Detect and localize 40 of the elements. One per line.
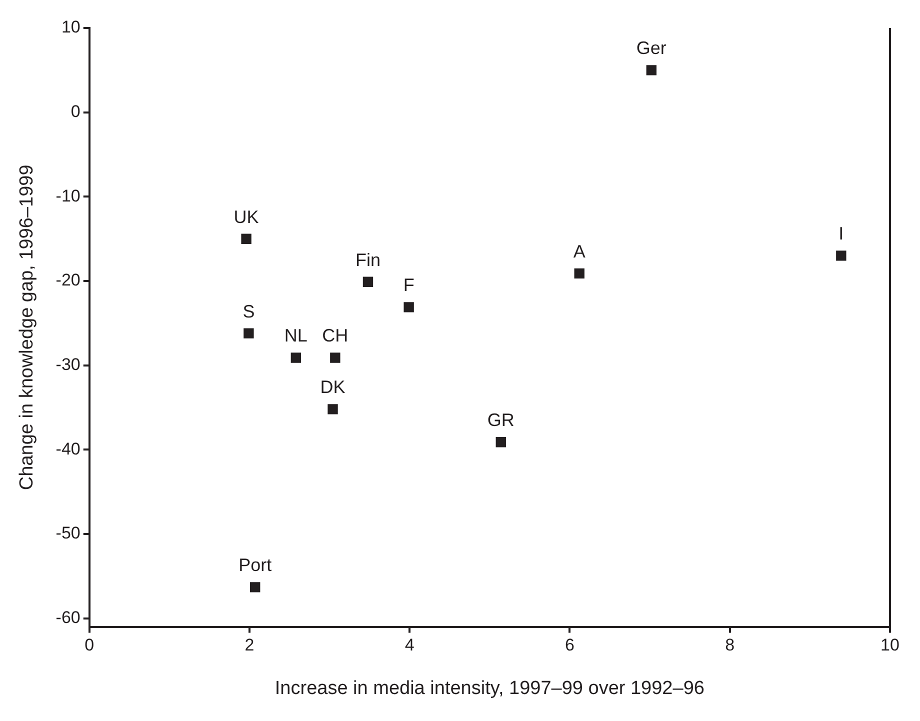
- y-tick-label: -10: [56, 186, 80, 206]
- point: [646, 65, 657, 76]
- annotation: CH: [322, 326, 348, 346]
- annotation: A: [573, 241, 586, 262]
- point: [241, 234, 252, 244]
- annotation: Port: [238, 555, 272, 576]
- y-tick-label: -20: [56, 270, 80, 290]
- y-axis-title: Change in knowledge gap, 1996–1999: [16, 164, 38, 490]
- x-tick-label: 10: [880, 636, 900, 655]
- annotation: I: [838, 224, 844, 244]
- point: [328, 404, 338, 414]
- point: [244, 328, 254, 338]
- point: [250, 582, 260, 592]
- y-tick-label: 0: [70, 102, 80, 122]
- point: [290, 352, 302, 363]
- y-tick-label: -60: [56, 608, 80, 628]
- y-tick-label: -50: [56, 524, 80, 543]
- point: [404, 302, 414, 312]
- point: [362, 276, 374, 287]
- annotation: DK: [320, 377, 346, 398]
- annotation: F: [403, 275, 414, 296]
- annotation: Ger: [636, 38, 666, 58]
- annotation: GR: [487, 410, 514, 430]
- x-tick-label: 4: [404, 636, 414, 655]
- x-tick-label: 0: [84, 636, 94, 655]
- point: [574, 268, 584, 279]
- point: [330, 352, 340, 363]
- annotation: NL: [284, 326, 308, 346]
- annotation: Fin: [355, 250, 380, 270]
- x-tick-label: 6: [565, 636, 574, 655]
- point: [496, 437, 506, 448]
- x-tick-label: 8: [725, 636, 735, 655]
- x-tick-label: 2: [244, 636, 254, 655]
- annotation: UK: [234, 206, 259, 227]
- y-tick-label: -30: [56, 355, 80, 374]
- point: [836, 250, 846, 261]
- x-axis-title: Increase in media intensity, 1997–99 over 1992–96: [274, 678, 704, 699]
- y-tick-label: -40: [56, 439, 80, 458]
- annotation: S: [242, 301, 255, 322]
- y-tick-label: 10: [61, 18, 80, 37]
